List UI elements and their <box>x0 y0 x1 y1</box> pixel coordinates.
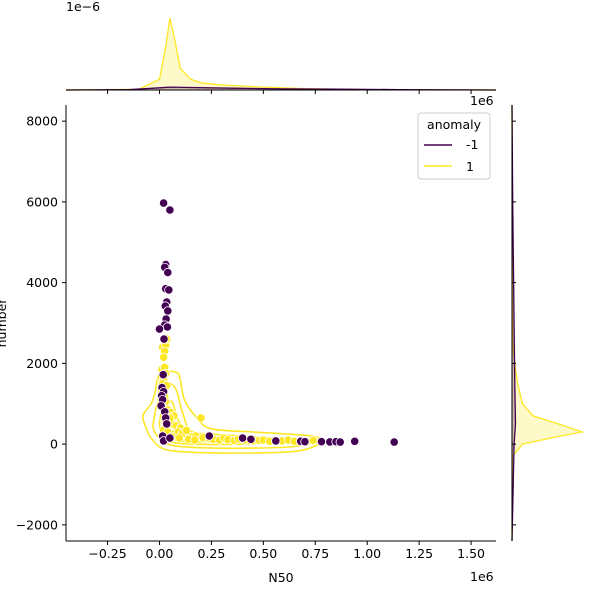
scatter-point-anomaly-neg1 <box>238 433 248 443</box>
legend: anomaly -1 1 <box>417 112 491 180</box>
top-marginal-kde <box>65 17 497 91</box>
kde-contour-level-0 <box>142 370 324 454</box>
right-marginal-offset-text: 1e6 <box>470 93 494 108</box>
y-tick-label: −2000 <box>16 517 58 532</box>
x-tick-label: 1.00 <box>353 546 381 561</box>
scatter-point-anomaly-neg1 <box>158 370 168 380</box>
scatter-point-anomaly-neg1 <box>204 431 214 441</box>
right-marginal-curve-pos1 <box>511 104 585 542</box>
scatter-point-anomaly-1 <box>190 435 200 445</box>
scatter-point-anomaly-neg1 <box>335 437 345 447</box>
right-marginal-curve-neg1 <box>511 104 517 542</box>
y-tick-label: 0 <box>50 437 58 452</box>
x-tick-label: 1.50 <box>457 546 485 561</box>
scatter-point-anomaly-1 <box>181 425 192 435</box>
x-tick-label: 0.50 <box>249 546 277 561</box>
x-tick-label: −0.25 <box>88 546 126 561</box>
scatter-point-anomaly-neg1 <box>246 434 256 444</box>
scatter-point-anomaly-neg1 <box>162 322 172 332</box>
scatter-point-anomaly-neg1 <box>163 267 173 278</box>
x-tick-label: 0.25 <box>197 546 225 561</box>
y-axis-ticks: −2000 0 2000 4000 6000 8000 <box>16 114 66 532</box>
scatter-point-anomaly-neg1 <box>316 437 327 447</box>
top-marginal-offset-text: 1e−6 <box>66 0 100 14</box>
x-axis-ticks: −0.25 0.00 0.25 0.50 0.75 1.00 1.25 1.50 <box>88 541 485 561</box>
scatter-point-anomaly-neg1 <box>163 306 173 316</box>
y-tick-label: 8000 <box>26 114 58 129</box>
y-axis-label: number <box>0 298 9 348</box>
x-offset-text: 1e6 <box>470 569 494 584</box>
scatter-point-anomaly-1 <box>196 413 206 423</box>
top-marginal-ticks <box>107 90 472 94</box>
scatter-point-anomaly-neg1 <box>164 285 174 295</box>
y-tick-label: 2000 <box>26 356 58 371</box>
top-marginal-curve-pos1 <box>65 17 497 91</box>
right-marginal: 1e6 <box>470 93 585 542</box>
legend-title: anomaly <box>427 117 482 132</box>
x-tick-label: 0.00 <box>146 546 174 561</box>
x-tick-label: 0.75 <box>301 546 329 561</box>
top-marginal-fill-neg1 <box>66 87 496 90</box>
x-axis-label: N50 <box>268 570 293 585</box>
scatter-point-anomaly-1 <box>174 433 184 443</box>
top-marginal: 1e−6 <box>65 0 497 94</box>
legend-label-pos1: 1 <box>466 159 474 174</box>
scatter-point-anomaly-1 <box>159 352 169 362</box>
top-marginal-fill-pos1 <box>66 18 496 90</box>
main-plot: −0.25 0.00 0.25 0.50 0.75 1.00 1.25 1.50 −2000 0… <box>0 105 496 585</box>
x-tick-label: 1.25 <box>405 546 433 561</box>
right-marginal-ticks <box>512 120 516 526</box>
scatter-point-anomaly-neg1 <box>389 437 399 447</box>
scatter-point-anomaly-neg1 <box>162 419 172 429</box>
scatter-point-anomaly-1 <box>308 435 318 446</box>
scatter-point-anomaly-neg1 <box>154 324 165 334</box>
scatter-point-anomaly-neg1 <box>165 205 175 215</box>
y-tick-label: 6000 <box>26 194 58 209</box>
y-tick-label: 4000 <box>26 275 58 290</box>
scatter-point-anomaly-neg1 <box>350 436 360 446</box>
scatter-point-anomaly-neg1 <box>271 436 281 446</box>
scatter-points <box>154 198 399 447</box>
scatter-point-anomaly-neg1 <box>159 334 169 344</box>
scatter-point-anomaly-neg1 <box>300 437 310 447</box>
legend-frame <box>417 112 491 180</box>
top-marginal-curve-neg1 <box>65 86 497 91</box>
scatter-point-anomaly-neg1 <box>159 198 169 208</box>
legend-label-neg1: -1 <box>466 137 478 152</box>
right-marginal-fill-pos1 <box>512 105 582 541</box>
right-marginal-kde <box>511 104 585 542</box>
scatter-point-anomaly-neg1 <box>165 433 175 443</box>
